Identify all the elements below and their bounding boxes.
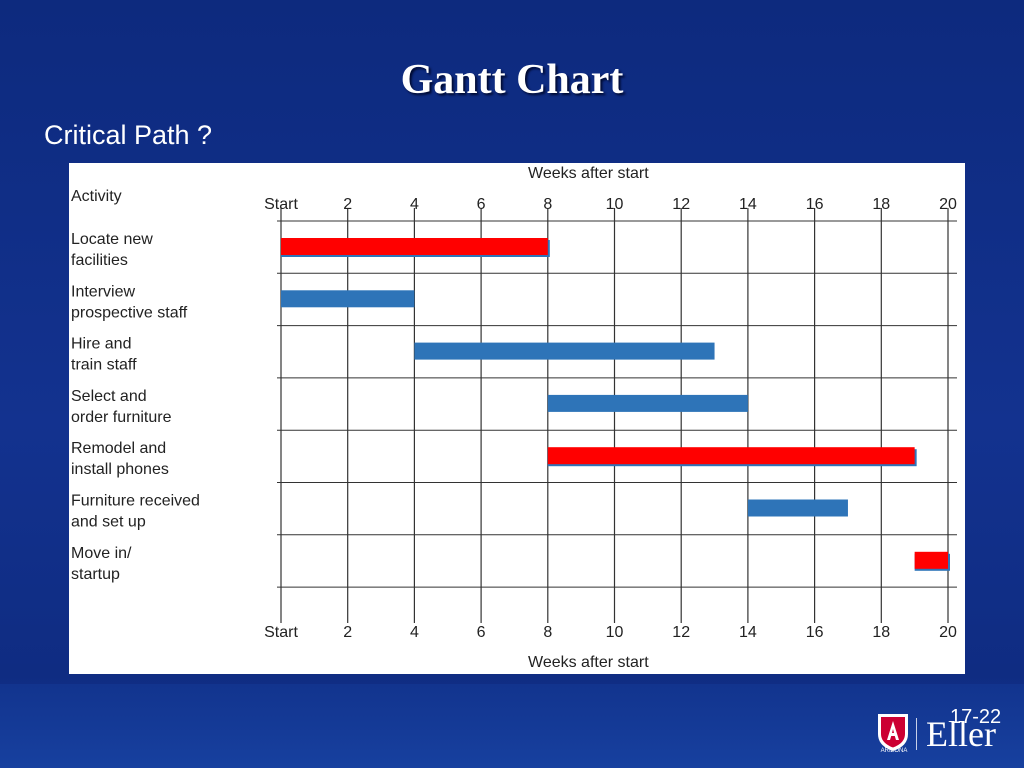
x-tick-label-bottom: 12	[672, 624, 690, 641]
x-tick-label-bottom: 4	[410, 624, 419, 641]
x-tick-label-bottom: 8	[543, 624, 552, 641]
task-bar	[281, 290, 415, 308]
university-logo: ARIZONA Eller	[876, 712, 996, 756]
x-tick-label-bottom: 18	[872, 624, 890, 641]
x-tick-label-bottom: 16	[806, 624, 824, 641]
x-tick-label-bottom: 14	[739, 624, 757, 641]
task-bar-critical	[914, 551, 948, 569]
task-label-line1: Interview	[71, 283, 135, 300]
x-tick-label-top: 16	[806, 196, 824, 213]
x-tick-label-top: 4	[410, 196, 419, 213]
x-tick-label-top: Start	[264, 196, 298, 213]
x-tick-label-top: 20	[939, 196, 957, 213]
task-bar	[414, 342, 715, 360]
gantt-chart: Weeks after start Weeks after start Activi…	[71, 165, 957, 671]
task-bar-critical	[547, 447, 915, 465]
task-bar	[747, 499, 848, 517]
x-tick-label-top: 14	[739, 196, 757, 213]
page-number: 17-22	[950, 706, 1002, 728]
task-label-line2: facilities	[71, 252, 128, 269]
footer-band	[0, 684, 1024, 768]
x-tick-label-top: 18	[872, 196, 890, 213]
task-label-line1: Move in/	[71, 545, 132, 562]
x-tick-label-bottom: 2	[343, 624, 352, 641]
task-label-line1: Remodel and	[71, 440, 166, 457]
logo-divider	[916, 718, 917, 750]
slide-title: Gantt Chart	[400, 57, 624, 103]
slide-subtitle: Critical Path ?	[44, 120, 213, 150]
activity-header: Activity	[71, 188, 122, 205]
x-tick-label-top: 10	[606, 196, 624, 213]
x-axis-title-bottom: Weeks after start	[528, 654, 649, 671]
gantt-chart-panel: Weeks after start Weeks after start Activi…	[69, 163, 965, 674]
task-label-line1: Furniture received	[71, 493, 200, 510]
task-label-line2: order furniture	[71, 409, 172, 426]
x-tick-label-bottom: 10	[606, 624, 624, 641]
x-tick-label-top: 2	[343, 196, 352, 213]
task-label-line1: Select and	[71, 388, 147, 405]
x-tick-label-bottom: 20	[939, 624, 957, 641]
task-label-line2: install phones	[71, 461, 169, 478]
x-tick-label-top: 12	[672, 196, 690, 213]
task-label-line1: Locate new	[71, 231, 153, 248]
x-tick-label-top: 6	[477, 196, 486, 213]
task-label-line2: startup	[71, 566, 120, 583]
arizona-shield-icon	[878, 714, 908, 751]
x-tick-label-bottom: Start	[264, 624, 298, 641]
logo-name: Eller	[926, 714, 996, 754]
task-label-line2: train staff	[71, 357, 137, 374]
task-bar-critical	[281, 238, 548, 255]
task-label-line2: prospective staff	[71, 304, 188, 321]
task-bar	[547, 394, 748, 412]
x-axis-title-top: Weeks after start	[528, 165, 649, 182]
x-tick-label-bottom: 6	[477, 624, 486, 641]
x-tick-label-top: 8	[543, 196, 552, 213]
task-label-line1: Hire and	[71, 336, 131, 353]
logo-subtext: ARIZONA	[880, 748, 908, 754]
task-label-line2: and set up	[71, 514, 146, 531]
